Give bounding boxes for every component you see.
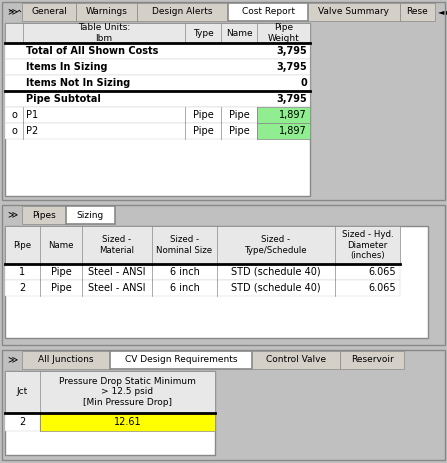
- Text: Total of All Shown Costs: Total of All Shown Costs: [26, 46, 158, 56]
- Bar: [5, 264, 400, 280]
- Bar: [257, 107, 310, 123]
- Text: 3,795: 3,795: [276, 62, 307, 72]
- Text: 12.61: 12.61: [114, 417, 141, 427]
- Bar: [257, 123, 310, 139]
- Text: 3,795: 3,795: [276, 46, 307, 56]
- Bar: [5, 371, 215, 413]
- Text: 6 inch: 6 inch: [169, 283, 199, 293]
- Text: ◄: ◄: [438, 7, 444, 17]
- Bar: [5, 226, 400, 264]
- Text: 6.065: 6.065: [368, 283, 396, 293]
- Bar: [22, 206, 66, 224]
- Text: Pipe: Pipe: [228, 126, 249, 136]
- Text: Pipe: Pipe: [193, 110, 213, 120]
- Text: Pipe: Pipe: [193, 126, 213, 136]
- Text: Name: Name: [48, 240, 74, 250]
- Bar: [66, 206, 115, 224]
- Text: Pipe: Pipe: [51, 283, 72, 293]
- Text: 0: 0: [300, 78, 307, 88]
- Bar: [228, 3, 308, 21]
- Text: All Junctions: All Junctions: [38, 356, 94, 364]
- Bar: [400, 3, 435, 21]
- Bar: [136, 3, 228, 21]
- Text: ⌃⌃: ⌃⌃: [7, 9, 23, 19]
- Bar: [22, 3, 76, 21]
- Text: P2: P2: [26, 126, 38, 136]
- Text: Sized -
Material: Sized - Material: [100, 235, 135, 255]
- Text: Type: Type: [193, 29, 213, 38]
- Text: Control Valve: Control Valve: [266, 356, 326, 364]
- Text: 1,897: 1,897: [279, 110, 307, 120]
- Text: 3,795: 3,795: [276, 94, 307, 104]
- Bar: [252, 351, 340, 369]
- Bar: [5, 413, 40, 431]
- Text: 1,897: 1,897: [279, 126, 307, 136]
- Text: 2: 2: [19, 417, 25, 427]
- Text: Pipe: Pipe: [13, 240, 32, 250]
- Text: Warnings: Warnings: [85, 7, 127, 17]
- Bar: [5, 75, 310, 91]
- Bar: [340, 351, 404, 369]
- Text: Steel - ANSI: Steel - ANSI: [88, 283, 146, 293]
- Text: Table Units:
lbm: Table Units: lbm: [78, 23, 130, 43]
- Bar: [5, 43, 310, 59]
- Bar: [5, 280, 400, 296]
- Text: Pipe Subtotal: Pipe Subtotal: [26, 94, 101, 104]
- Text: Steel - ANSI: Steel - ANSI: [88, 267, 146, 277]
- Bar: [5, 23, 310, 196]
- Bar: [2, 205, 445, 345]
- Text: Pressure Drop Static Minimum
> 12.5 psid
[Min Pressure Drop]: Pressure Drop Static Minimum > 12.5 psid…: [59, 377, 196, 407]
- Text: Pipes: Pipes: [32, 211, 55, 219]
- Text: Items In Sizing: Items In Sizing: [26, 62, 107, 72]
- Text: General: General: [31, 7, 67, 17]
- Bar: [2, 350, 445, 460]
- Bar: [5, 123, 310, 139]
- Bar: [22, 351, 110, 369]
- Text: ≫: ≫: [7, 6, 17, 16]
- Text: Sized -
Nominal Size: Sized - Nominal Size: [156, 235, 213, 255]
- Text: Items Not In Sizing: Items Not In Sizing: [26, 78, 130, 88]
- Text: Name: Name: [226, 29, 252, 38]
- Text: Sized - Hyd.
Diameter
(inches): Sized - Hyd. Diameter (inches): [342, 230, 393, 260]
- Text: Jct: Jct: [17, 388, 28, 396]
- Text: ≫: ≫: [7, 354, 17, 364]
- Text: Cost Report: Cost Report: [241, 7, 295, 17]
- Bar: [76, 3, 136, 21]
- Text: Valve Summary: Valve Summary: [318, 7, 389, 17]
- Bar: [5, 59, 310, 75]
- Text: Pipe: Pipe: [51, 267, 72, 277]
- Text: STD (schedule 40): STD (schedule 40): [231, 267, 321, 277]
- Text: Sized -
Type/Schedule: Sized - Type/Schedule: [245, 235, 308, 255]
- Bar: [5, 23, 310, 43]
- Text: Pipe
Weight: Pipe Weight: [268, 23, 299, 43]
- Text: P1: P1: [26, 110, 38, 120]
- Text: 6.065: 6.065: [368, 267, 396, 277]
- Text: Reservoir: Reservoir: [350, 356, 393, 364]
- Text: STD (schedule 40): STD (schedule 40): [231, 283, 321, 293]
- Text: 1: 1: [19, 267, 25, 277]
- Text: ≫: ≫: [7, 209, 17, 219]
- Text: 2: 2: [19, 283, 25, 293]
- Bar: [2, 2, 445, 200]
- Text: Pipe: Pipe: [228, 110, 249, 120]
- Bar: [40, 413, 215, 431]
- Text: CV Design Requirements: CV Design Requirements: [125, 356, 237, 364]
- Text: Design Alerts: Design Alerts: [152, 7, 213, 17]
- Bar: [5, 91, 310, 107]
- Text: o: o: [11, 126, 17, 136]
- Bar: [110, 351, 252, 369]
- Text: Sizing: Sizing: [77, 211, 104, 219]
- Bar: [308, 3, 400, 21]
- Text: o: o: [11, 110, 17, 120]
- Bar: [5, 226, 428, 338]
- Text: Rese: Rese: [406, 7, 428, 17]
- Text: ►: ►: [446, 7, 447, 17]
- Bar: [5, 107, 310, 123]
- Text: 6 inch: 6 inch: [169, 267, 199, 277]
- Bar: [5, 371, 215, 455]
